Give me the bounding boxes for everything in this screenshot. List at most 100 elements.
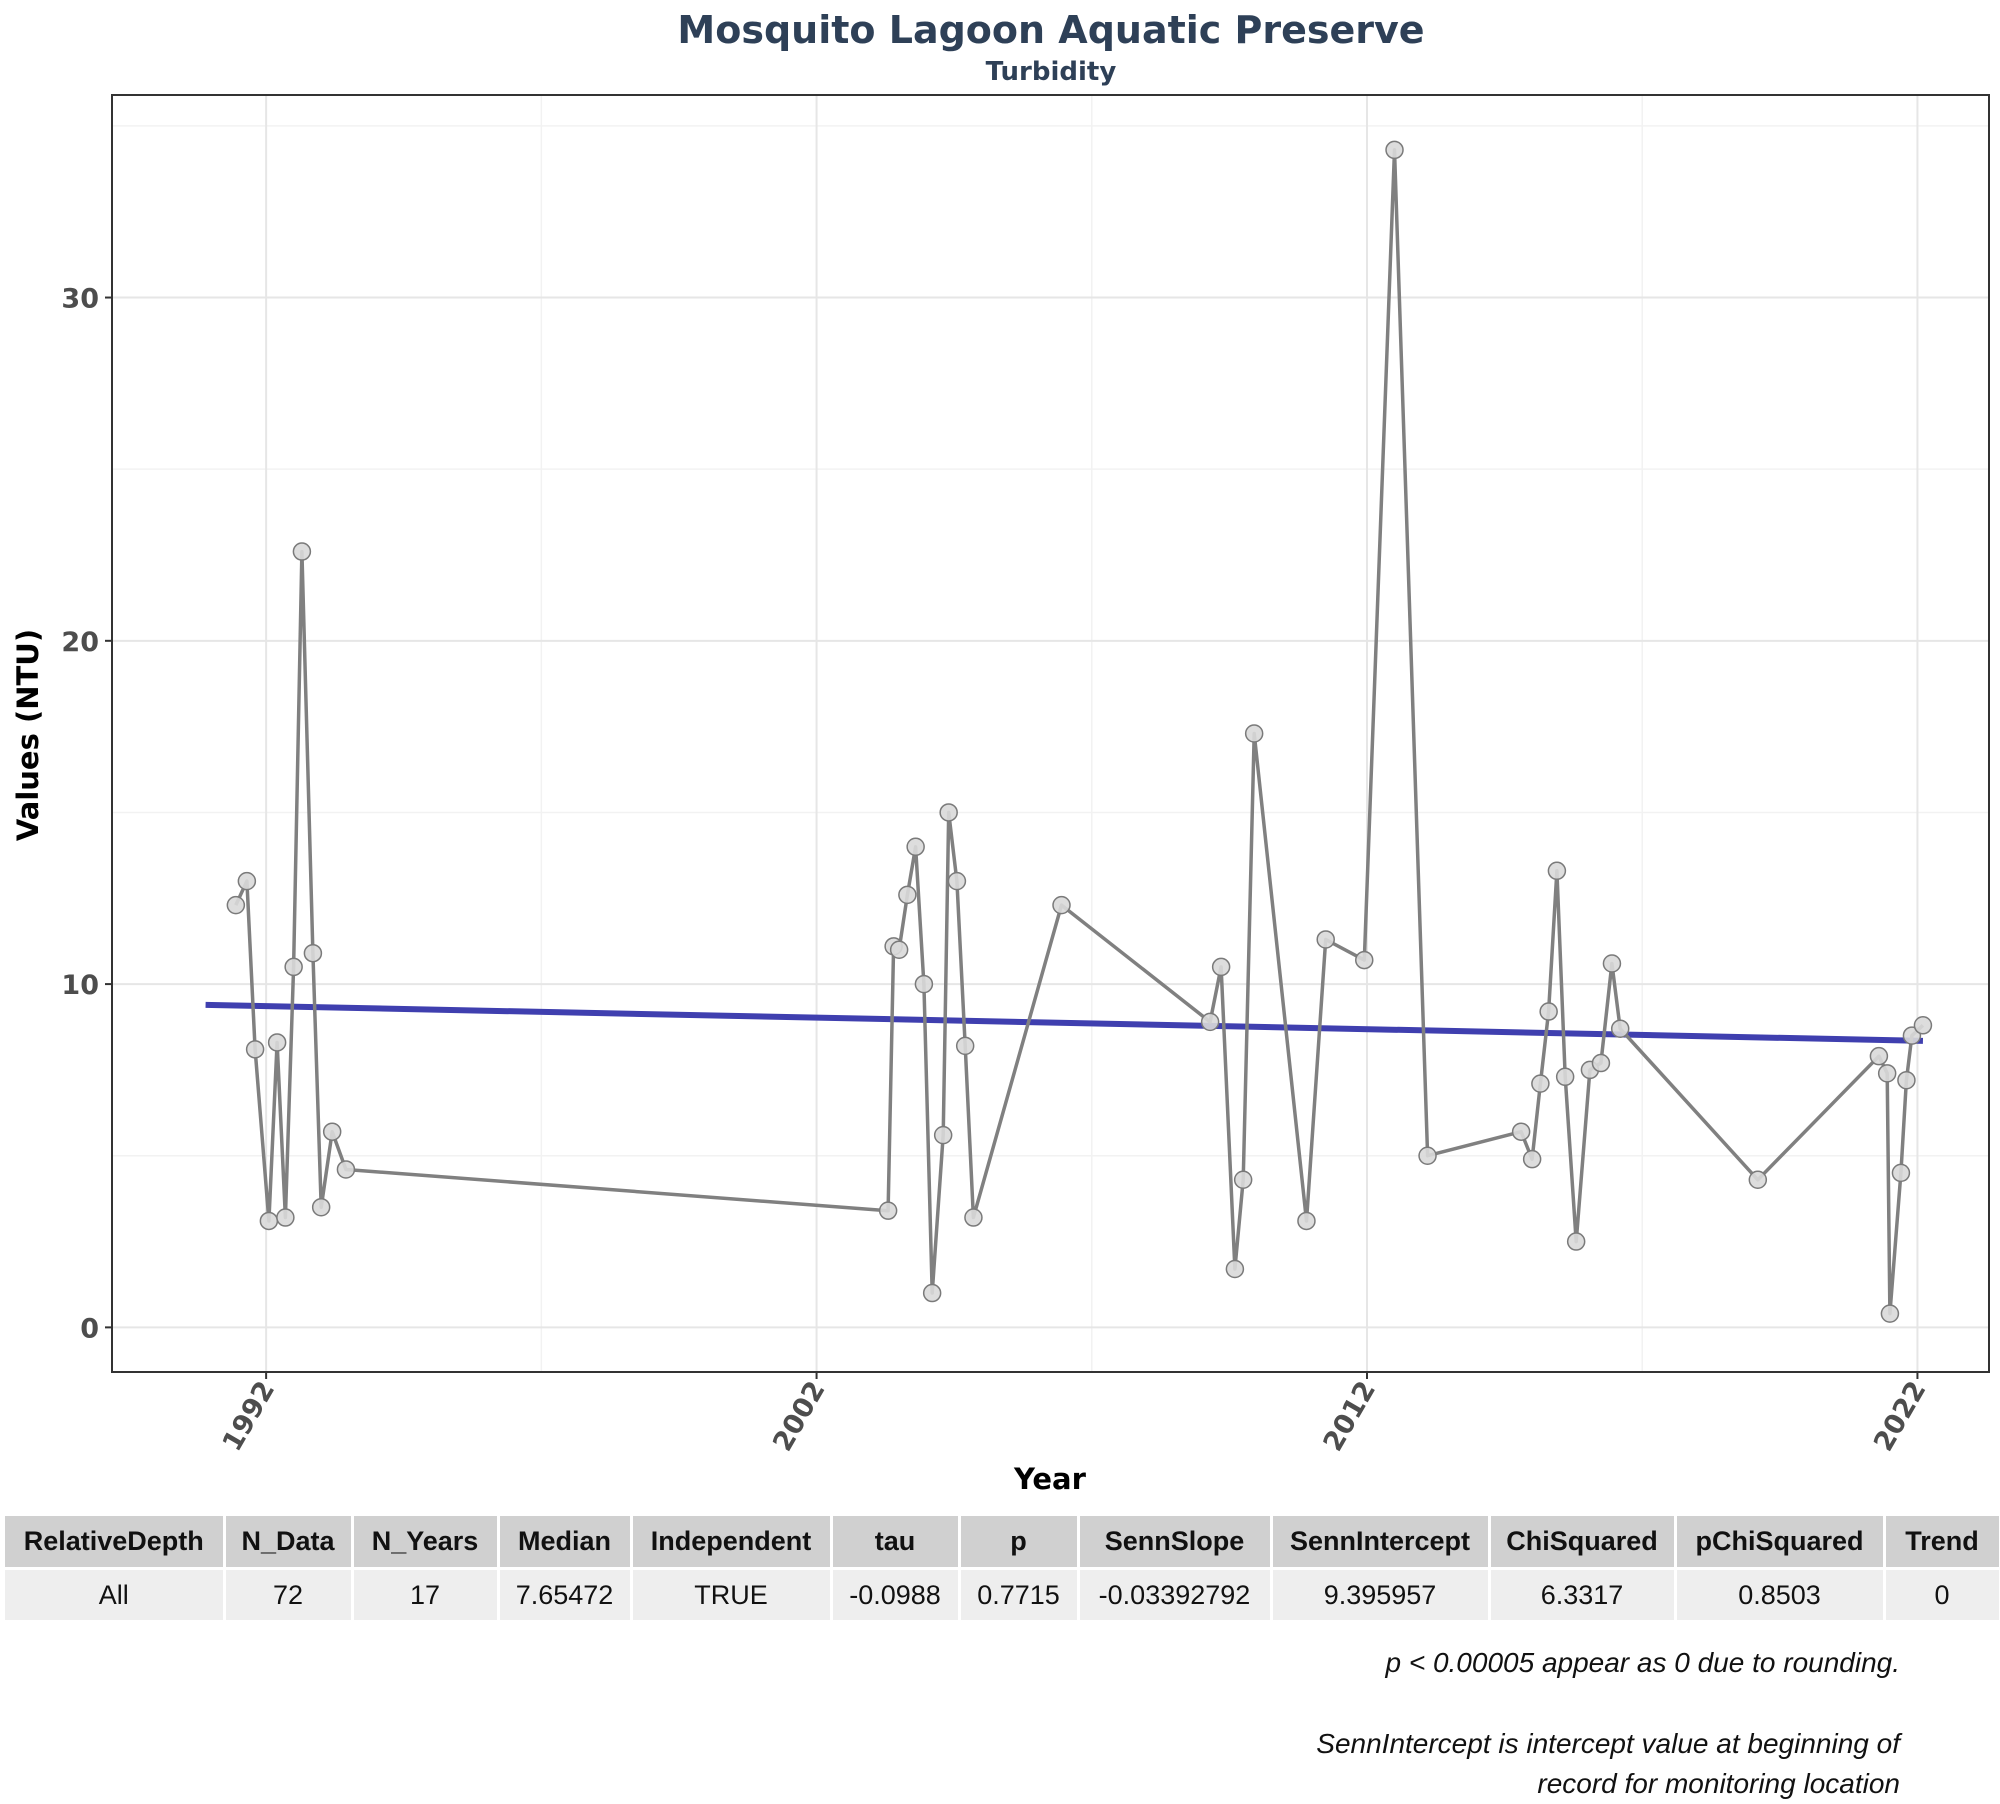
- data-point: [245, 1040, 265, 1059]
- data-point: [1316, 930, 1335, 949]
- x-tick-label: 2022: [1868, 1376, 1932, 1457]
- data-point: [276, 1208, 295, 1227]
- x-tick-label: 2012: [1318, 1376, 1382, 1457]
- trend-line: [205, 1001, 1924, 1044]
- table-cell: -0.03392792: [1078, 1567, 1273, 1620]
- data-point: [1591, 1053, 1611, 1073]
- grid-lines: [112, 95, 1989, 1372]
- data-point: [259, 1211, 279, 1231]
- table-cell: -0.0988: [831, 1567, 961, 1620]
- table-header-cell: tau: [831, 1516, 961, 1569]
- y-tick-label: 30: [61, 284, 99, 315]
- data-point: [1385, 140, 1404, 160]
- table-header-cell: SennIntercept: [1271, 1516, 1491, 1569]
- x-axis-title: Year: [1013, 1462, 1087, 1496]
- data-point: [1602, 954, 1622, 973]
- data-point: [1877, 1064, 1897, 1083]
- table-header-cell: ChiSquared: [1489, 1516, 1677, 1569]
- data-point: [1233, 1170, 1253, 1190]
- chart-subtitle: Turbidity: [986, 57, 1117, 87]
- table-cell: 9.395957: [1271, 1567, 1491, 1620]
- table-header-cell: p: [959, 1516, 1080, 1569]
- table-cell: TRUE: [631, 1567, 833, 1620]
- table-header-cell: SennSlope: [1078, 1516, 1273, 1569]
- data-point: [1297, 1211, 1316, 1231]
- series-group: [226, 140, 1933, 1323]
- y-tick-label: 0: [80, 1313, 99, 1344]
- data-point: [889, 940, 909, 960]
- table-header-cell: N_Data: [224, 1516, 354, 1569]
- data-point: [322, 1122, 342, 1141]
- series-line: [234, 148, 1925, 1316]
- data-point: [1555, 1067, 1575, 1087]
- table-header-cell: pChiSquared: [1675, 1516, 1886, 1569]
- data-point: [1355, 950, 1374, 970]
- data-point: [939, 803, 958, 822]
- data-point: [1748, 1170, 1768, 1190]
- data-point: [303, 943, 323, 963]
- intercept-note-line-1: SennIntercept is intercept value at begi…: [1316, 1728, 1900, 1759]
- data-point: [933, 1125, 953, 1145]
- data-point: [226, 895, 246, 915]
- data-point: [1547, 861, 1567, 881]
- data-point: [267, 1033, 287, 1052]
- data-point: [292, 542, 312, 561]
- rounding-note: p < 0.00005 appear as 0 due to rounding.: [1385, 1647, 1900, 1678]
- table-row: All 72 17 7.65472 TRUE -0.0988 0.7715 -0.033927…: [5, 1567, 2000, 1620]
- trend-group: [205, 1001, 1924, 1044]
- data-point: [878, 1201, 898, 1220]
- data-point: [284, 957, 303, 977]
- table-header-cell: N_Years: [352, 1516, 500, 1569]
- table-header-cell: RelativeDepth: [5, 1516, 226, 1569]
- data-point: [947, 871, 967, 891]
- table-header-cell: Trend: [1884, 1516, 2000, 1569]
- data-point: [1897, 1070, 1916, 1090]
- data-point: [1244, 724, 1264, 743]
- data-point: [1418, 1146, 1437, 1165]
- data-point: [1610, 1019, 1630, 1038]
- y-tick-label: 10: [61, 970, 99, 1001]
- table-header-cell: Median: [498, 1516, 633, 1569]
- intercept-note: SennIntercept is intercept value at begi…: [1316, 1724, 1900, 1804]
- table-cell: All: [5, 1567, 226, 1620]
- table-cell: 6.3317: [1489, 1567, 1677, 1620]
- data-point: [1225, 1259, 1245, 1279]
- data-point: [922, 1283, 942, 1303]
- trend-statistics-table: RelativeDepth N_Data N_Years Median Independ…: [5, 1516, 2000, 1620]
- data-point: [1566, 1232, 1586, 1251]
- data-point: [1211, 957, 1231, 977]
- data-point: [898, 885, 917, 905]
- table-cell: 0.7715: [959, 1567, 1080, 1620]
- data-point: [906, 837, 925, 857]
- data-point: [237, 871, 257, 891]
- table-body: All 72 17 7.65472 TRUE -0.0988 0.7715 -0.033927…: [5, 1567, 2000, 1620]
- data-point: [1052, 895, 1071, 915]
- table-cell: 72: [224, 1567, 354, 1620]
- data-point: [1511, 1122, 1531, 1141]
- data-point: [336, 1160, 356, 1179]
- table-cell: 0.8503: [1675, 1567, 1886, 1620]
- data-point: [964, 1208, 983, 1227]
- data-point: [1522, 1149, 1542, 1169]
- data-point: [1891, 1163, 1911, 1183]
- table-cell: 17: [352, 1567, 500, 1620]
- table-header-cell: Independent: [631, 1516, 833, 1569]
- x-tick-label: 2002: [767, 1376, 831, 1457]
- y-tick-label: 20: [61, 627, 99, 658]
- turbidity-chart: Mosquito Lagoon Aquatic Preserve Turbidi…: [11, 8, 1990, 1496]
- y-axis-title: Values (NTU): [11, 629, 45, 841]
- data-point: [1880, 1304, 1900, 1323]
- table-cell: 0: [1884, 1567, 2000, 1620]
- table-header-row: RelativeDepth N_Data N_Years Median Independ…: [5, 1516, 2000, 1569]
- chart-title: Mosquito Lagoon Aquatic Preserve: [677, 8, 1424, 52]
- data-point: [1869, 1046, 1889, 1066]
- data-point: [1913, 1016, 1933, 1035]
- x-tick-label: 1992: [217, 1376, 281, 1457]
- data-point: [1539, 1002, 1558, 1021]
- data-point: [914, 974, 934, 994]
- plot-panel-border: [111, 94, 1990, 1373]
- intercept-note-line-2: record for monitoring location: [1537, 1768, 1900, 1799]
- table-cell: 7.65472: [498, 1567, 633, 1620]
- data-point: [1200, 1012, 1220, 1032]
- data-point: [1531, 1074, 1550, 1093]
